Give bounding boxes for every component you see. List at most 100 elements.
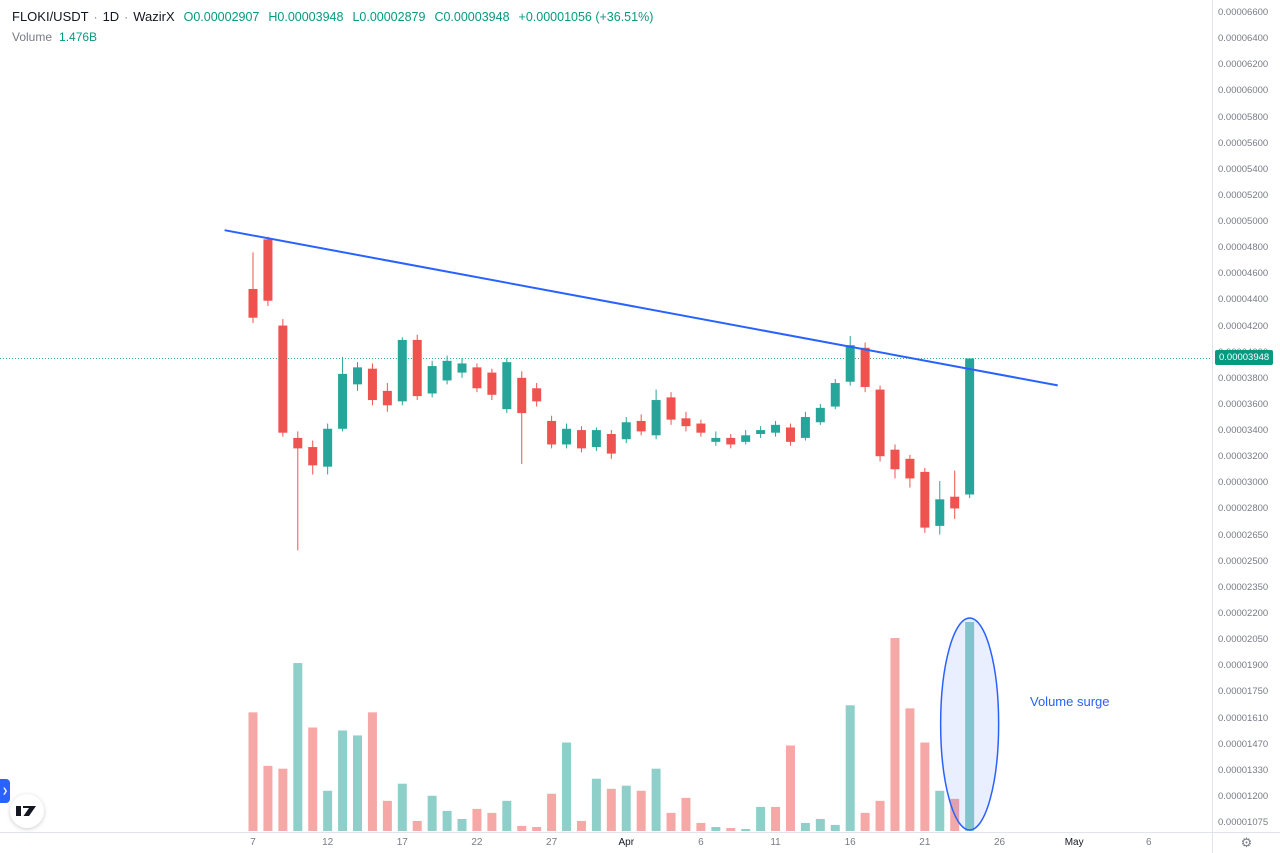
volume-bar: [696, 822, 706, 831]
volume-bar: [756, 806, 766, 831]
candle-body: [741, 435, 751, 442]
volume-bar: [547, 793, 557, 831]
price-axis-label: 0.00001470: [1218, 738, 1269, 750]
price-axis-label: 0.00002650: [1218, 529, 1269, 541]
candle-body: [487, 372, 497, 395]
volume-bar: [875, 800, 885, 831]
volume-legend[interactable]: Volume 1.476B: [12, 30, 97, 44]
volume-bar: [338, 730, 348, 831]
volume-bar: [726, 828, 736, 831]
candle-body: [830, 383, 840, 407]
candle-body: [935, 499, 945, 526]
axis-settings-button[interactable]: ⚙: [1212, 833, 1280, 853]
time-axis-label: 6: [1146, 837, 1152, 848]
volume-bar: [487, 812, 497, 831]
candle-body: [845, 345, 855, 382]
volume-bar: [502, 800, 512, 831]
volume-bar: [636, 790, 646, 831]
time-axis[interactable]: 7 12 17 22 27 Apr 6 11 16 21 26 May 6 ⚙: [0, 832, 1280, 853]
volume-bar: [517, 825, 527, 831]
candle-body: [756, 430, 766, 434]
volume-surge-annotation-text[interactable]: Volume surge: [1030, 694, 1110, 709]
exchange-label: WazirX: [133, 9, 175, 24]
price-axis-label: 0.00006200: [1218, 59, 1269, 71]
price-axis-label: 0.00002500: [1218, 555, 1269, 567]
volume-bar: [681, 797, 691, 831]
expand-panel-tab[interactable]: ❯: [0, 779, 10, 803]
volume-bar: [278, 768, 288, 831]
volume-bar: [353, 735, 363, 831]
candle-body: [950, 496, 960, 509]
time-axis-label: 21: [919, 837, 931, 848]
price-axis-label: 0.00003400: [1218, 425, 1269, 437]
last-price-badge: 0.00003948: [1215, 350, 1274, 366]
candle-body: [666, 397, 676, 420]
volume-bar: [323, 790, 333, 831]
tradingview-logo-glyph: [16, 806, 36, 816]
candle-body: [815, 407, 825, 423]
candle-body: [457, 363, 467, 373]
tradingview-logo[interactable]: [10, 794, 44, 828]
price-axis-label: 0.00001200: [1218, 790, 1269, 802]
price-axis-label: 0.00004400: [1218, 294, 1269, 306]
volume-bar: [651, 768, 661, 831]
price-axis-label: 0.00001610: [1218, 712, 1269, 724]
candle-body: [711, 437, 721, 442]
price-axis-label: 0.00003200: [1218, 451, 1269, 463]
symbol-legend[interactable]: FLOKI/USDT · 1D · WazirX O0.00002907 H0.000039…: [12, 9, 653, 24]
price-axis-label: 0.00006400: [1218, 33, 1269, 45]
candle-body: [263, 239, 273, 301]
candle-body: [248, 288, 258, 318]
candle-body: [412, 339, 422, 397]
volume-bar: [606, 788, 616, 831]
candle-body: [338, 373, 348, 429]
price-axis-label: 0.00006600: [1218, 7, 1269, 18]
time-axis-label: 27: [546, 837, 558, 848]
price-axis-label: 0.00006000: [1218, 85, 1269, 97]
price-axis-label: 0.00001900: [1218, 660, 1269, 672]
volume-surge-ellipse[interactable]: [939, 617, 1000, 831]
volume-bar: [905, 708, 915, 831]
candle-body: [621, 422, 631, 440]
price-axis[interactable]: 0.00006600 0.00006400 0.00006200 0.00006000…: [1212, 0, 1280, 832]
price-chart-svg[interactable]: [0, 0, 1212, 832]
volume-bar: [666, 812, 676, 831]
volume-bar: [621, 785, 631, 831]
volume-bar: [591, 778, 601, 831]
interval-label[interactable]: 1D: [102, 9, 120, 24]
time-axis-label: 6: [698, 837, 704, 848]
price-axis-label: 0.00001330: [1218, 764, 1269, 776]
volume-bar: [382, 800, 392, 831]
time-axis-label: 7: [250, 837, 256, 848]
volume-bar: [472, 808, 482, 831]
volume-bar: [263, 765, 273, 831]
candle-body: [681, 418, 691, 427]
descending-trendline[interactable]: [224, 229, 1058, 387]
volume-bar: [308, 727, 318, 831]
volume-bar: [427, 795, 437, 831]
candle-body: [562, 428, 572, 445]
candle-body: [800, 417, 810, 438]
legend-separator: ·: [93, 10, 98, 24]
candle-body: [785, 427, 795, 442]
candle-body: [860, 347, 870, 387]
chart-pane[interactable]: FLOKI/USDT · 1D · WazirX O0.00002907 H0.000039…: [0, 0, 1212, 832]
time-axis-label: 17: [396, 837, 408, 848]
candle-body: [591, 430, 601, 448]
volume-bar: [457, 818, 467, 831]
candle-body: [920, 471, 930, 528]
time-axis-label: 26: [993, 837, 1006, 848]
candle-body: [547, 420, 557, 445]
candle-body: [382, 390, 392, 406]
symbol-name[interactable]: FLOKI/USDT: [12, 9, 89, 24]
candle-body: [472, 367, 482, 389]
ohlc-change: +0.00001056 (+36.51%): [518, 10, 654, 24]
volume-bar: [367, 712, 377, 831]
gear-icon: ⚙: [1240, 835, 1253, 850]
volume-bar: [920, 742, 930, 831]
candle-body: [323, 428, 333, 467]
volume-bar: [711, 827, 721, 831]
chevron-right-icon: ❯: [2, 788, 8, 795]
price-axis-label: 0.00002350: [1218, 581, 1269, 593]
price-axis-label: 0.00005200: [1218, 189, 1269, 201]
